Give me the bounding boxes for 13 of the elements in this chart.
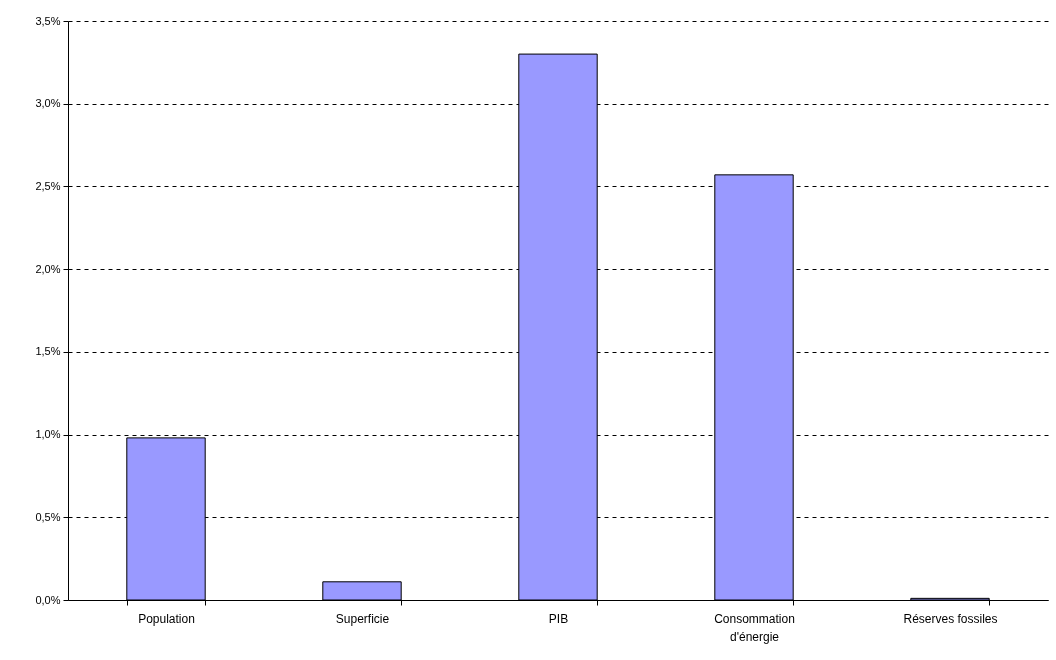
y-tick-label: 1,5% xyxy=(35,345,61,358)
y-tick-label: 2,5% xyxy=(35,179,61,192)
y-tick-label: 3,5% xyxy=(35,14,61,27)
x-tick-label: PIB xyxy=(548,611,569,626)
x-tick-label: Superficie xyxy=(335,611,390,626)
x-tick-label: Réserves fossiles xyxy=(903,611,998,626)
x-tick-label: Consommation d'énergie xyxy=(714,611,795,644)
y-tick-label: 0,5% xyxy=(35,510,61,523)
y-tick-label: 0,0% xyxy=(35,593,61,606)
y-tick-label: 1,0% xyxy=(35,428,61,441)
y-tick-label: 3,0% xyxy=(35,97,61,110)
y-tick-label: 2,0% xyxy=(35,262,61,275)
x-tick-label: Population xyxy=(138,611,195,626)
